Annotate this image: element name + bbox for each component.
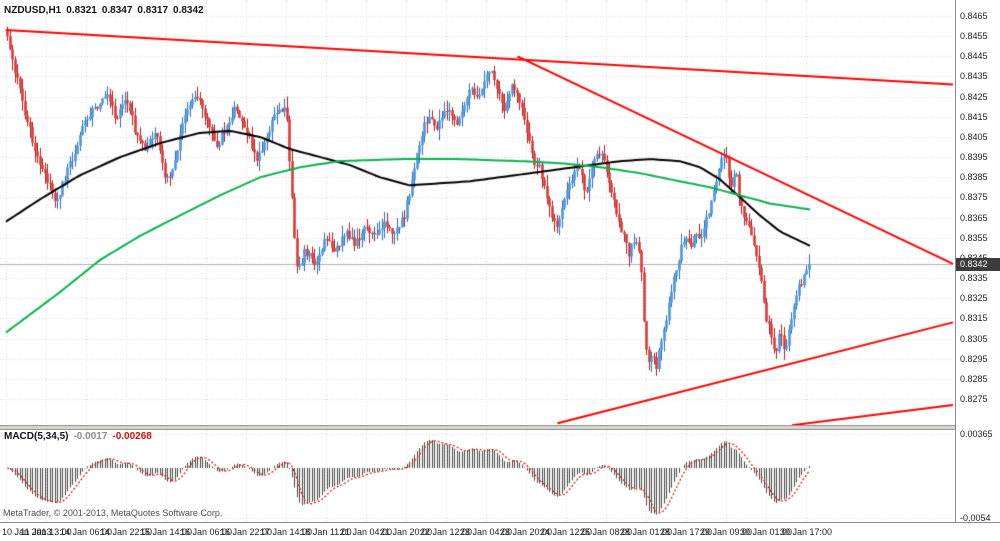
price-tick-label: 0.8445 <box>960 51 988 62</box>
current-price-tag: 0.8342 <box>956 257 1000 271</box>
price-tick-label: 0.8395 <box>960 152 988 163</box>
low-value: 0.8317 <box>137 5 169 16</box>
close-value: 0.8342 <box>173 5 204 16</box>
price-tick-label: 0.8415 <box>960 111 988 122</box>
price-tick-label: 0.8295 <box>960 353 988 364</box>
panel-separator[interactable] <box>0 425 1000 430</box>
price-tick-label: 0.8315 <box>960 313 988 324</box>
open-value: 0.8321 <box>66 5 97 16</box>
macd-tick-label: -0.0054 <box>960 513 991 524</box>
price-tick-label: 0.8285 <box>960 373 988 384</box>
time-tick-label: 11 Jan 13:00 <box>20 527 72 537</box>
price-tick-label: 0.8465 <box>960 11 988 21</box>
price-tick-label: 0.8455 <box>960 31 988 42</box>
time-axis[interactable]: 10 Jan 2013 11 Jan 13:00 14 Jan 06:00 14 Ja… <box>0 522 1000 541</box>
price-tick-label: 0.8385 <box>960 172 988 183</box>
macd-name: MACD(5,34,5) <box>4 431 69 442</box>
price-tick-label: 0.8325 <box>960 293 988 304</box>
macd-main-value: -0.0017 <box>73 431 108 442</box>
copyright-text: MetaTrader, © 2001-2013, MetaQuotes Soft… <box>3 508 223 518</box>
price-tick-label: 0.8375 <box>960 192 988 203</box>
time-tick-label: 24 Jan 12:00 <box>539 527 593 537</box>
time-tick-label: 30 Jan 17:00 <box>779 527 833 537</box>
time-tick-label: 14 Jan 22:00 <box>99 527 153 537</box>
price-tick-label: 0.8425 <box>960 91 988 102</box>
macd-indicator-label: MACD(5,34,5) -0.0017 -0.00268 <box>4 431 157 442</box>
time-tick-label: 10 Jan 2013 <box>2 527 52 537</box>
time-tick-label: 23 Jan 04:00 <box>459 527 513 537</box>
time-tick-label: 21 Jan 20:00 <box>379 527 433 537</box>
price-tick-label: 0.8365 <box>960 212 988 223</box>
price-tick-label: 0.8405 <box>960 131 988 142</box>
time-tick-label: 15 Jan 14:00 <box>139 527 193 537</box>
time-tick-label: 18 Jan 11:00 <box>300 527 352 537</box>
high-value: 0.8347 <box>101 5 133 16</box>
time-tick-label: 21 Jan 04:00 <box>339 527 393 537</box>
price-tick-label: 0.8335 <box>960 273 988 284</box>
symbol-period-label: NZDUSD,H1 <box>4 5 62 16</box>
time-tick-label: 28 Jan 17:00 <box>659 527 713 537</box>
time-tick-label: 23 Jan 20:00 <box>499 527 553 537</box>
time-tick-label: 17 Jan 14:00 <box>259 527 313 537</box>
macd-panel-canvas[interactable] <box>0 430 956 522</box>
time-tick-label: 25 Jan 08:00 <box>579 527 633 537</box>
price-chart-canvas[interactable] <box>0 0 956 425</box>
time-tick-label: 16 Jan 06:00 <box>179 527 233 537</box>
time-tick-label: 29 Jan 09:00 <box>699 527 753 537</box>
chart-ohlc-header: NZDUSD,H1 0.8321 0.8347 0.8317 0.8342 <box>4 5 209 16</box>
time-tick-label: 30 Jan 01:00 <box>739 527 793 537</box>
macd-signal-value: -0.00268 <box>112 431 152 442</box>
time-tick-label: 14 Jan 06:00 <box>59 527 113 537</box>
price-tick-label: 0.8435 <box>960 71 988 82</box>
macd-tick-label: 0.00365 <box>960 429 993 439</box>
price-tick-label: 0.8355 <box>960 232 988 243</box>
price-tick-label: 0.8305 <box>960 333 988 344</box>
price-tick-label: 0.8345 <box>960 253 988 263</box>
time-tick-label: 22 Jan 12:00 <box>419 527 473 537</box>
current-price-value: 0.8342 <box>960 258 988 269</box>
time-tick-label: 28 Jan 01:00 <box>619 527 673 537</box>
price-tick-label: 0.8275 <box>960 394 988 404</box>
time-tick-label: 16 Jan 22:00 <box>219 527 273 537</box>
